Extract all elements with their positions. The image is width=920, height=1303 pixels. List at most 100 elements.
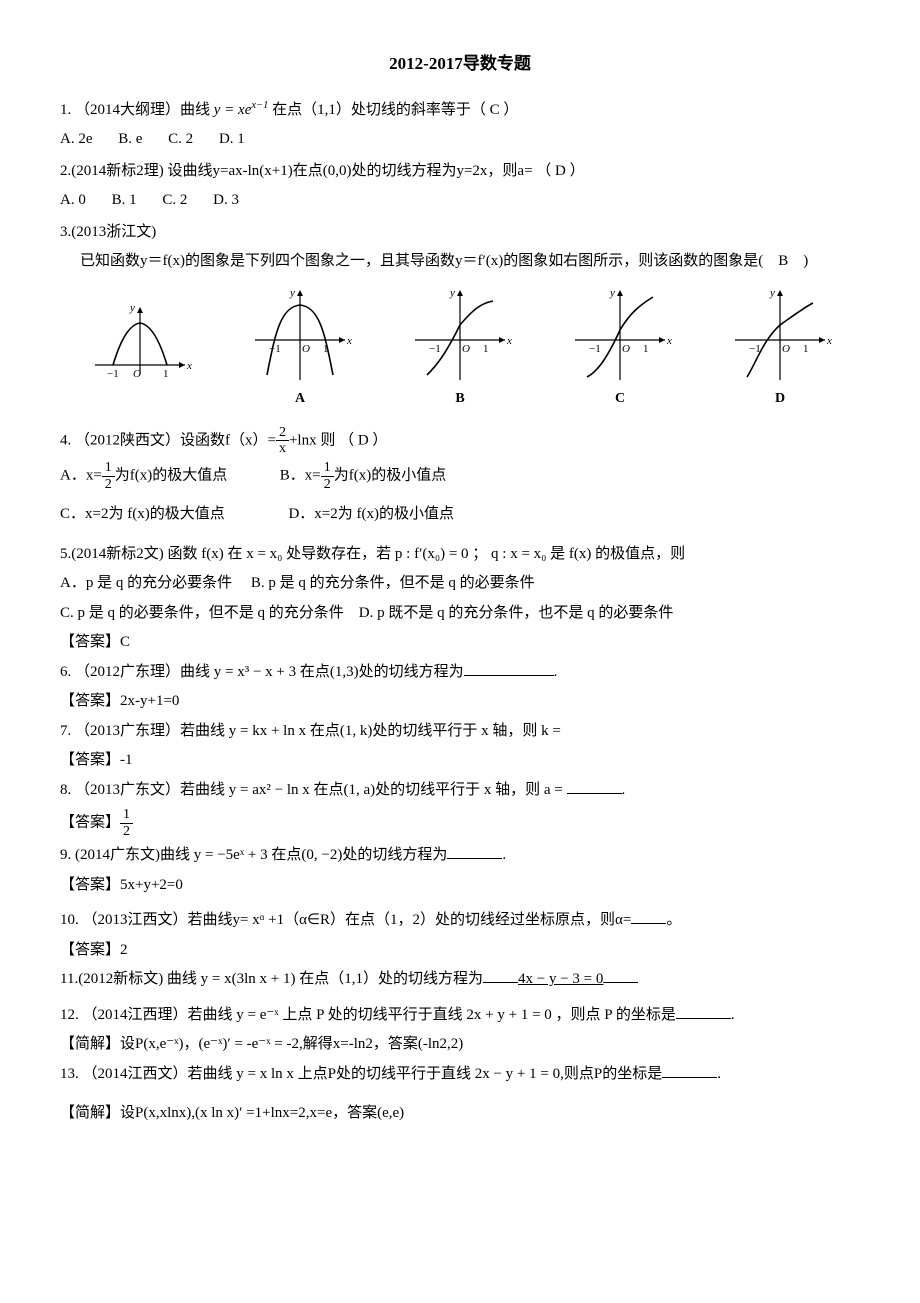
svg-text:−1: −1 — [589, 343, 601, 355]
q5-answer: 【答案】C — [60, 630, 860, 656]
q4-A-frac: 12 — [102, 460, 115, 492]
svg-text:x: x — [346, 335, 352, 347]
q1-opt-c: C. 2 — [168, 131, 193, 147]
question-11: 11.(2012新标文) 曲线 y = x(3ln x + 1) 在点（1,1）… — [60, 967, 860, 993]
q4-frac: 2x — [276, 425, 289, 457]
question-6: 6. （2012广东理）曲线 y = x³ − x + 3 在点(1,3)处的切… — [60, 660, 860, 686]
q3-graph-d: x y −1 O 1 D — [725, 285, 835, 411]
svg-text:O: O — [622, 343, 630, 355]
q1-stem-pre: 1. （2014大纲理）曲线 — [60, 102, 214, 118]
svg-text:x: x — [186, 360, 192, 372]
q3-label-b: B — [405, 387, 515, 411]
q1-opt-d: D. 1 — [219, 131, 245, 147]
q5-A: A．p 是 q 的充分必要条件 — [60, 575, 232, 591]
q10-stem: 10. （2013江西文）若曲线y= xᵅ +1（α∈R）在点（1，2）处的切线… — [60, 912, 631, 928]
q5-B: B. p 是 q 的充分条件，但不是 q 的必要条件 — [251, 575, 535, 591]
q3-label-c: C — [565, 387, 675, 411]
q4-A-post: 为f(x)的极大值点 — [115, 468, 228, 484]
q7-answer: 【答案】-1 — [60, 748, 860, 774]
q11-blank2 — [603, 967, 638, 983]
q2-opt-b: B. 1 — [112, 192, 137, 208]
svg-text:x: x — [666, 335, 672, 347]
q11-stem: 11.(2012新标文) 曲线 y = x(3ln x + 1) 在点（1,1）… — [60, 971, 483, 987]
q10-blank — [631, 908, 666, 924]
q5-D: D. p 既不是 q 的充分条件，也不是 q 的必要条件 — [359, 605, 674, 621]
question-1: 1. （2014大纲理）曲线 y = xex−1 在点（1,1）处切线的斜率等于… — [60, 97, 860, 124]
q1-formula: y = xex−1 — [214, 102, 269, 118]
q13-stem: 13. （2014江西文）若曲线 y = x ln x 上点P处的切线平行于直线… — [60, 1066, 662, 1082]
q11-fill: 4x − y − 3 = 0 — [518, 971, 603, 987]
page-title: 2012-2017导数专题 — [60, 50, 860, 79]
q6-blank — [464, 660, 554, 676]
q11-blank1 — [483, 967, 518, 983]
q3-label-a: A — [245, 387, 355, 411]
svg-text:x: x — [506, 335, 512, 347]
question-4: 4. （2012陕西文）设函数f（x）=2x+lnx 则 （ D ） — [60, 425, 860, 457]
q6-answer: 【答案】2x-y+1=0 — [60, 689, 860, 715]
q4-D: D．x=2为 f(x)的极小值点 — [288, 506, 454, 522]
q13-solution: 【简解】设P(x,xlnx),(x ln x)′ =1+lnx=2,x=e，答案… — [60, 1101, 860, 1127]
q4-B-frac: 12 — [321, 460, 334, 492]
q1-opt-a: A. 2e — [60, 131, 93, 147]
svg-text:1: 1 — [163, 368, 169, 380]
question-12: 12. （2014江西理）若曲线 y = e⁻ˣ 上点 P 处的切线平行于直线 … — [60, 1003, 860, 1029]
svg-text:O: O — [782, 343, 790, 355]
q12-solution: 【简解】设P(x,e⁻ˣ)，(e⁻ˣ)′ = -e⁻ˣ = -2,解得x=-ln… — [60, 1032, 860, 1058]
q3-graph-fprime: x y −1 O 1 — [85, 295, 195, 411]
q3-label-d: D — [725, 387, 835, 411]
q12-stem: 12. （2014江西理）若曲线 y = e⁻ˣ 上点 P 处的切线平行于直线 … — [60, 1007, 676, 1023]
q2-options: A. 0 B. 1 C. 2 D. 3 — [60, 188, 860, 214]
svg-text:−1: −1 — [429, 343, 441, 355]
svg-text:1: 1 — [483, 343, 489, 355]
q3-graph-c: x y −1 O 1 C — [565, 285, 675, 411]
q13-blank — [662, 1062, 717, 1078]
q3-graphs: x y −1 O 1 x y −1 O 1 A — [60, 285, 860, 411]
question-9: 9. (2014广东文)曲线 y = −5eˣ + 3 在点(0, −2)处的切… — [60, 843, 860, 869]
q2-opt-a: A. 0 — [60, 192, 86, 208]
svg-text:O: O — [302, 343, 310, 355]
q3-graph-b: x y −1 O 1 B — [405, 285, 515, 411]
question-2: 2.(2014新标2理) 设曲线y=ax-ln(x+1)在点(0,0)处的切线方… — [60, 159, 860, 185]
q8-ans-pre: 【答案】 — [60, 815, 120, 831]
question-8: 8. （2013广东文）若曲线 y = ax² − ln x 在点(1, a)处… — [60, 778, 860, 804]
q5-row2: C. p 是 q 的必要条件，但不是 q 的充分条件 D. p 既不是 q 的充… — [60, 601, 860, 627]
svg-text:y: y — [609, 287, 615, 299]
question-10: 10. （2013江西文）若曲线y= xᵅ +1（α∈R）在点（1，2）处的切线… — [60, 908, 860, 934]
q8-stem: 8. （2013广东文）若曲线 y = ax² − ln x 在点(1, a)处… — [60, 782, 567, 798]
question-7: 7. （2013广东理）若曲线 y = kx + ln x 在点(1, k)处的… — [60, 719, 860, 745]
q4-B-pre: B．x= — [280, 468, 321, 484]
svg-text:y: y — [769, 287, 775, 299]
svg-text:−1: −1 — [107, 368, 119, 380]
question-5: 5.(2014新标2文) 函数 f(x) 在 x = x₀ 处导数存在，若 p … — [60, 542, 860, 568]
q1-opt-b: B. e — [118, 131, 142, 147]
q4-C: C．x=2为 f(x)的极大值点 — [60, 506, 225, 522]
q4-stem-post: +lnx 则 （ D ） — [289, 432, 387, 448]
svg-text:y: y — [289, 287, 295, 299]
svg-text:y: y — [129, 302, 135, 314]
question-3-head: 3.(2013浙江文) — [60, 220, 860, 246]
svg-text:O: O — [133, 368, 141, 380]
q9-stem: 9. (2014广东文)曲线 y = −5eˣ + 3 在点(0, −2)处的切… — [60, 847, 447, 863]
svg-text:x: x — [826, 335, 832, 347]
q5-row1: A．p 是 q 的充分必要条件 B. p 是 q 的充分条件，但不是 q 的必要… — [60, 571, 860, 597]
question-3-stem: 已知函数y＝f(x)的图象是下列四个图象之一，且其导函数y＝f′(x)的图象如右… — [80, 249, 860, 275]
q2-opt-c: C. 2 — [162, 192, 187, 208]
q4-row1: A．x=12为f(x)的极大值点 B．x=12为f(x)的极小值点 — [60, 460, 860, 492]
svg-text:1: 1 — [643, 343, 649, 355]
q8-ans-frac: 12 — [120, 807, 133, 839]
q4-A-pre: A．x= — [60, 468, 102, 484]
svg-text:O: O — [462, 343, 470, 355]
q1-stem-post: 在点（1,1）处切线的斜率等于（ C ） — [268, 102, 518, 118]
q4-B-post: 为f(x)的极小值点 — [334, 468, 447, 484]
q9-answer: 【答案】5x+y+2=0 — [60, 873, 860, 899]
q8-answer: 【答案】12 — [60, 807, 860, 839]
q8-blank — [567, 778, 622, 794]
q9-blank — [447, 843, 502, 859]
q10-answer: 【答案】2 — [60, 938, 860, 964]
q1-options: A. 2e B. e C. 2 D. 1 — [60, 127, 860, 153]
svg-text:y: y — [449, 287, 455, 299]
q3-graph-a: x y −1 O 1 A — [245, 285, 355, 411]
q2-opt-d: D. 3 — [213, 192, 239, 208]
q5-C: C. p 是 q 的必要条件，但不是 q 的充分条件 — [60, 605, 344, 621]
svg-text:1: 1 — [803, 343, 809, 355]
